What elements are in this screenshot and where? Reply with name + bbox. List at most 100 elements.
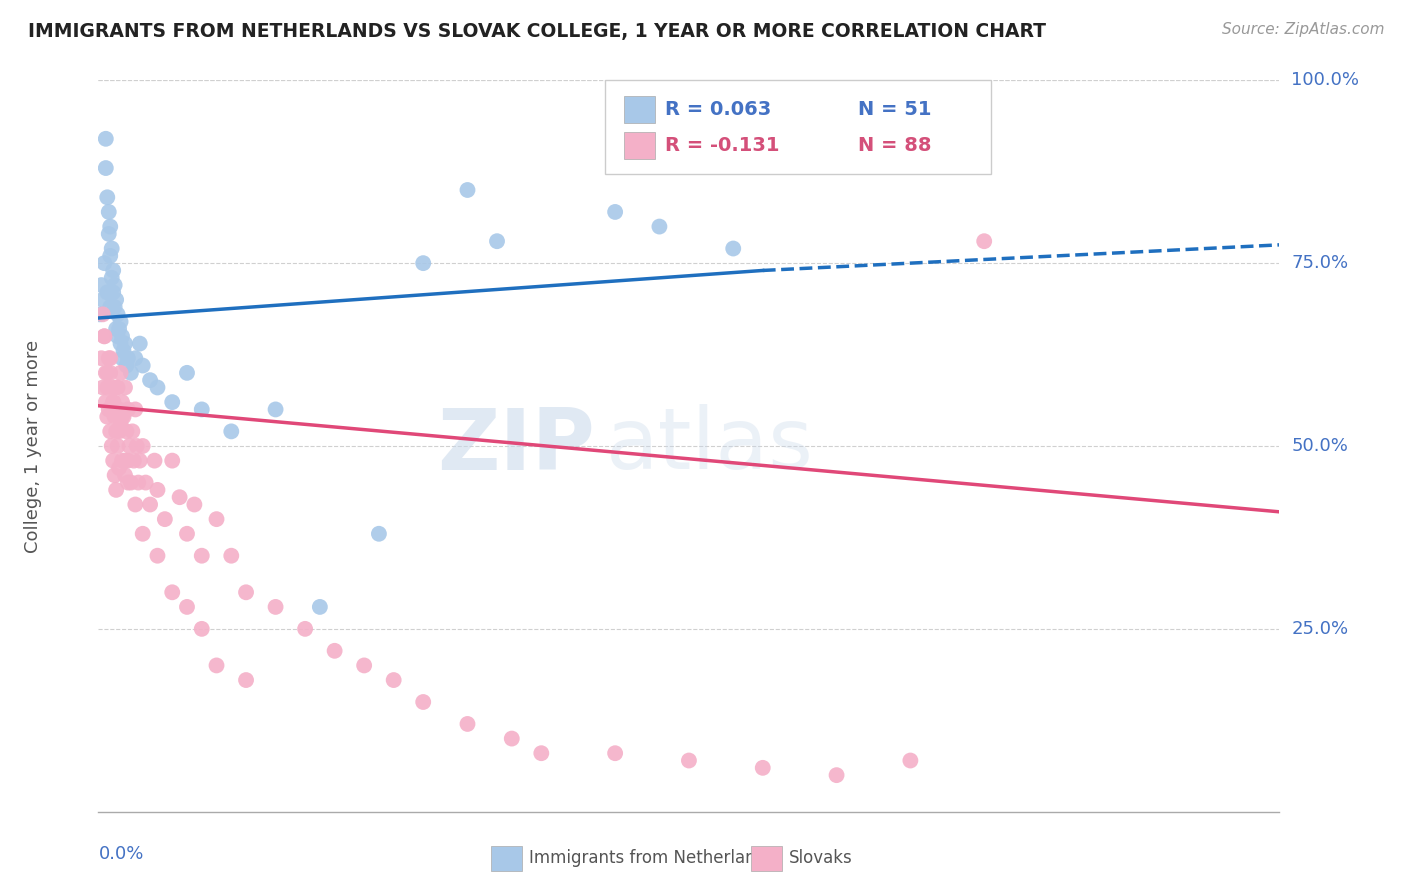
- Point: [456, 717, 478, 731]
- Point: [105, 425, 128, 439]
- Point: [162, 585, 183, 599]
- Point: [146, 483, 169, 497]
- Point: [96, 285, 118, 300]
- Point: [143, 453, 166, 467]
- Point: [751, 761, 773, 775]
- Point: [153, 512, 176, 526]
- Point: [90, 278, 112, 293]
- Point: [110, 417, 132, 431]
- Point: [111, 409, 134, 424]
- Point: [93, 256, 115, 270]
- Point: [104, 278, 127, 293]
- Text: N = 88: N = 88: [858, 136, 931, 155]
- Text: IMMIGRANTS FROM NETHERLANDS VS SLOVAK COLLEGE, 1 YEAR OR MORE CORRELATION CHART: IMMIGRANTS FROM NETHERLANDS VS SLOVAK CO…: [28, 22, 1046, 41]
- Point: [98, 425, 121, 439]
- Point: [103, 285, 125, 300]
- Point: [93, 329, 115, 343]
- Point: [107, 329, 129, 343]
- Point: [368, 526, 391, 541]
- Point: [205, 658, 228, 673]
- Point: [146, 380, 169, 394]
- Text: R = -0.131: R = -0.131: [665, 136, 779, 155]
- Point: [353, 658, 375, 673]
- Point: [93, 329, 115, 343]
- Point: [309, 599, 332, 614]
- Point: [191, 402, 214, 417]
- Point: [105, 483, 128, 497]
- Point: [117, 402, 139, 417]
- Point: [294, 622, 316, 636]
- Point: [721, 242, 744, 256]
- Point: [412, 256, 434, 270]
- Point: [96, 190, 118, 204]
- Point: [678, 754, 700, 768]
- Point: [100, 439, 122, 453]
- Point: [501, 731, 523, 746]
- Point: [108, 425, 131, 439]
- Point: [973, 234, 995, 248]
- Point: [97, 227, 120, 241]
- Point: [103, 453, 125, 467]
- Point: [128, 453, 150, 467]
- Point: [91, 307, 114, 321]
- Point: [183, 498, 205, 512]
- Point: [94, 132, 117, 146]
- Point: [104, 468, 127, 483]
- Point: [219, 549, 242, 563]
- Point: [111, 453, 134, 467]
- Point: [110, 315, 132, 329]
- Point: [135, 475, 157, 490]
- Point: [100, 242, 122, 256]
- Point: [114, 453, 136, 467]
- Text: atlas: atlas: [606, 404, 814, 488]
- Point: [191, 549, 214, 563]
- Point: [825, 768, 848, 782]
- Point: [94, 366, 117, 380]
- Point: [97, 205, 120, 219]
- Point: [90, 351, 112, 366]
- Point: [176, 366, 198, 380]
- Point: [124, 498, 146, 512]
- Point: [412, 695, 434, 709]
- Point: [114, 336, 136, 351]
- Point: [120, 366, 142, 380]
- Text: ZIP: ZIP: [437, 404, 595, 488]
- Text: College, 1 year or more: College, 1 year or more: [24, 340, 42, 552]
- Point: [114, 380, 136, 394]
- Point: [146, 549, 169, 563]
- Text: 0.0%: 0.0%: [98, 845, 143, 863]
- Point: [235, 673, 257, 687]
- Point: [125, 439, 148, 453]
- Point: [115, 425, 138, 439]
- Point: [121, 425, 143, 439]
- Point: [169, 490, 191, 504]
- Point: [117, 453, 139, 467]
- Text: Immigrants from Netherlands: Immigrants from Netherlands: [529, 849, 775, 867]
- Point: [205, 512, 228, 526]
- Point: [111, 329, 134, 343]
- Point: [104, 409, 127, 424]
- Point: [110, 336, 132, 351]
- Point: [108, 402, 131, 417]
- Point: [176, 526, 198, 541]
- Point: [108, 461, 131, 475]
- Point: [91, 380, 114, 394]
- Point: [112, 343, 135, 358]
- Point: [120, 475, 142, 490]
- Point: [110, 366, 132, 380]
- Point: [111, 395, 134, 409]
- Point: [648, 219, 671, 234]
- Text: 100.0%: 100.0%: [1291, 71, 1360, 89]
- Point: [114, 468, 136, 483]
- Point: [111, 351, 134, 366]
- Point: [97, 351, 120, 366]
- Point: [235, 585, 257, 599]
- Point: [219, 425, 242, 439]
- Point: [94, 161, 117, 175]
- Point: [132, 526, 155, 541]
- Point: [91, 293, 114, 307]
- Text: Slovaks: Slovaks: [789, 849, 852, 867]
- Point: [112, 409, 135, 424]
- Point: [132, 359, 155, 373]
- Point: [105, 322, 128, 336]
